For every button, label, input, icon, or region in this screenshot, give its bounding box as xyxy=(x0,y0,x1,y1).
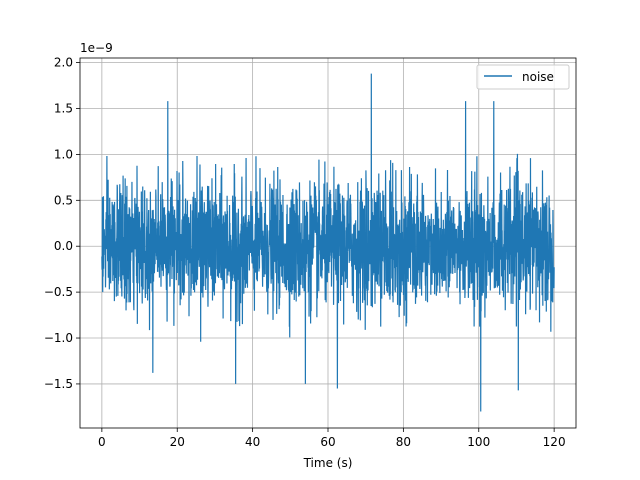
legend: noise xyxy=(476,64,570,90)
x-tick-label: 120 xyxy=(543,435,566,449)
x-tick-label: 40 xyxy=(245,435,260,449)
series-noise-line xyxy=(101,73,555,412)
y-tick-label: 1.0 xyxy=(54,147,73,161)
x-axis-ticks: 0 20 40 60 80 100 120 xyxy=(98,428,566,449)
y-tick-label: −1.5 xyxy=(44,377,73,391)
x-axis-label: Time (s) xyxy=(303,456,353,470)
x-tick-label: 20 xyxy=(170,435,185,449)
y-tick-label: 0.5 xyxy=(54,193,73,207)
legend-label-noise: noise xyxy=(522,70,554,84)
y-tick-label: 1.5 xyxy=(54,101,73,115)
legend-box xyxy=(476,64,570,90)
x-tick-label: 80 xyxy=(396,435,411,449)
x-tick-label: 60 xyxy=(320,435,335,449)
y-tick-label: −1.0 xyxy=(44,331,73,345)
y-tick-label: −0.5 xyxy=(44,285,73,299)
x-tick-label: 100 xyxy=(467,435,490,449)
y-axis-ticks: −1.5 −1.0 −0.5 0.0 0.5 1.0 1.5 2.0 xyxy=(44,56,80,391)
y-tick-label: 0.0 xyxy=(54,239,73,253)
y-tick-label: 2.0 xyxy=(54,56,73,70)
series-layer xyxy=(101,73,555,412)
y-axis-offset-label: 1e−9 xyxy=(80,41,113,55)
x-tick-label: 0 xyxy=(98,435,106,449)
